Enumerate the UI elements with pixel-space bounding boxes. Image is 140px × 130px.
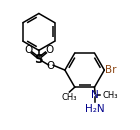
Text: CH₃: CH₃: [102, 91, 118, 100]
Text: Br: Br: [105, 65, 117, 75]
Text: O: O: [24, 45, 33, 55]
Text: O: O: [47, 61, 55, 71]
Text: S: S: [35, 53, 43, 66]
Text: N: N: [91, 90, 99, 100]
Text: CH₃: CH₃: [61, 93, 77, 102]
Text: O: O: [45, 45, 53, 55]
Text: H₂N: H₂N: [85, 104, 105, 114]
